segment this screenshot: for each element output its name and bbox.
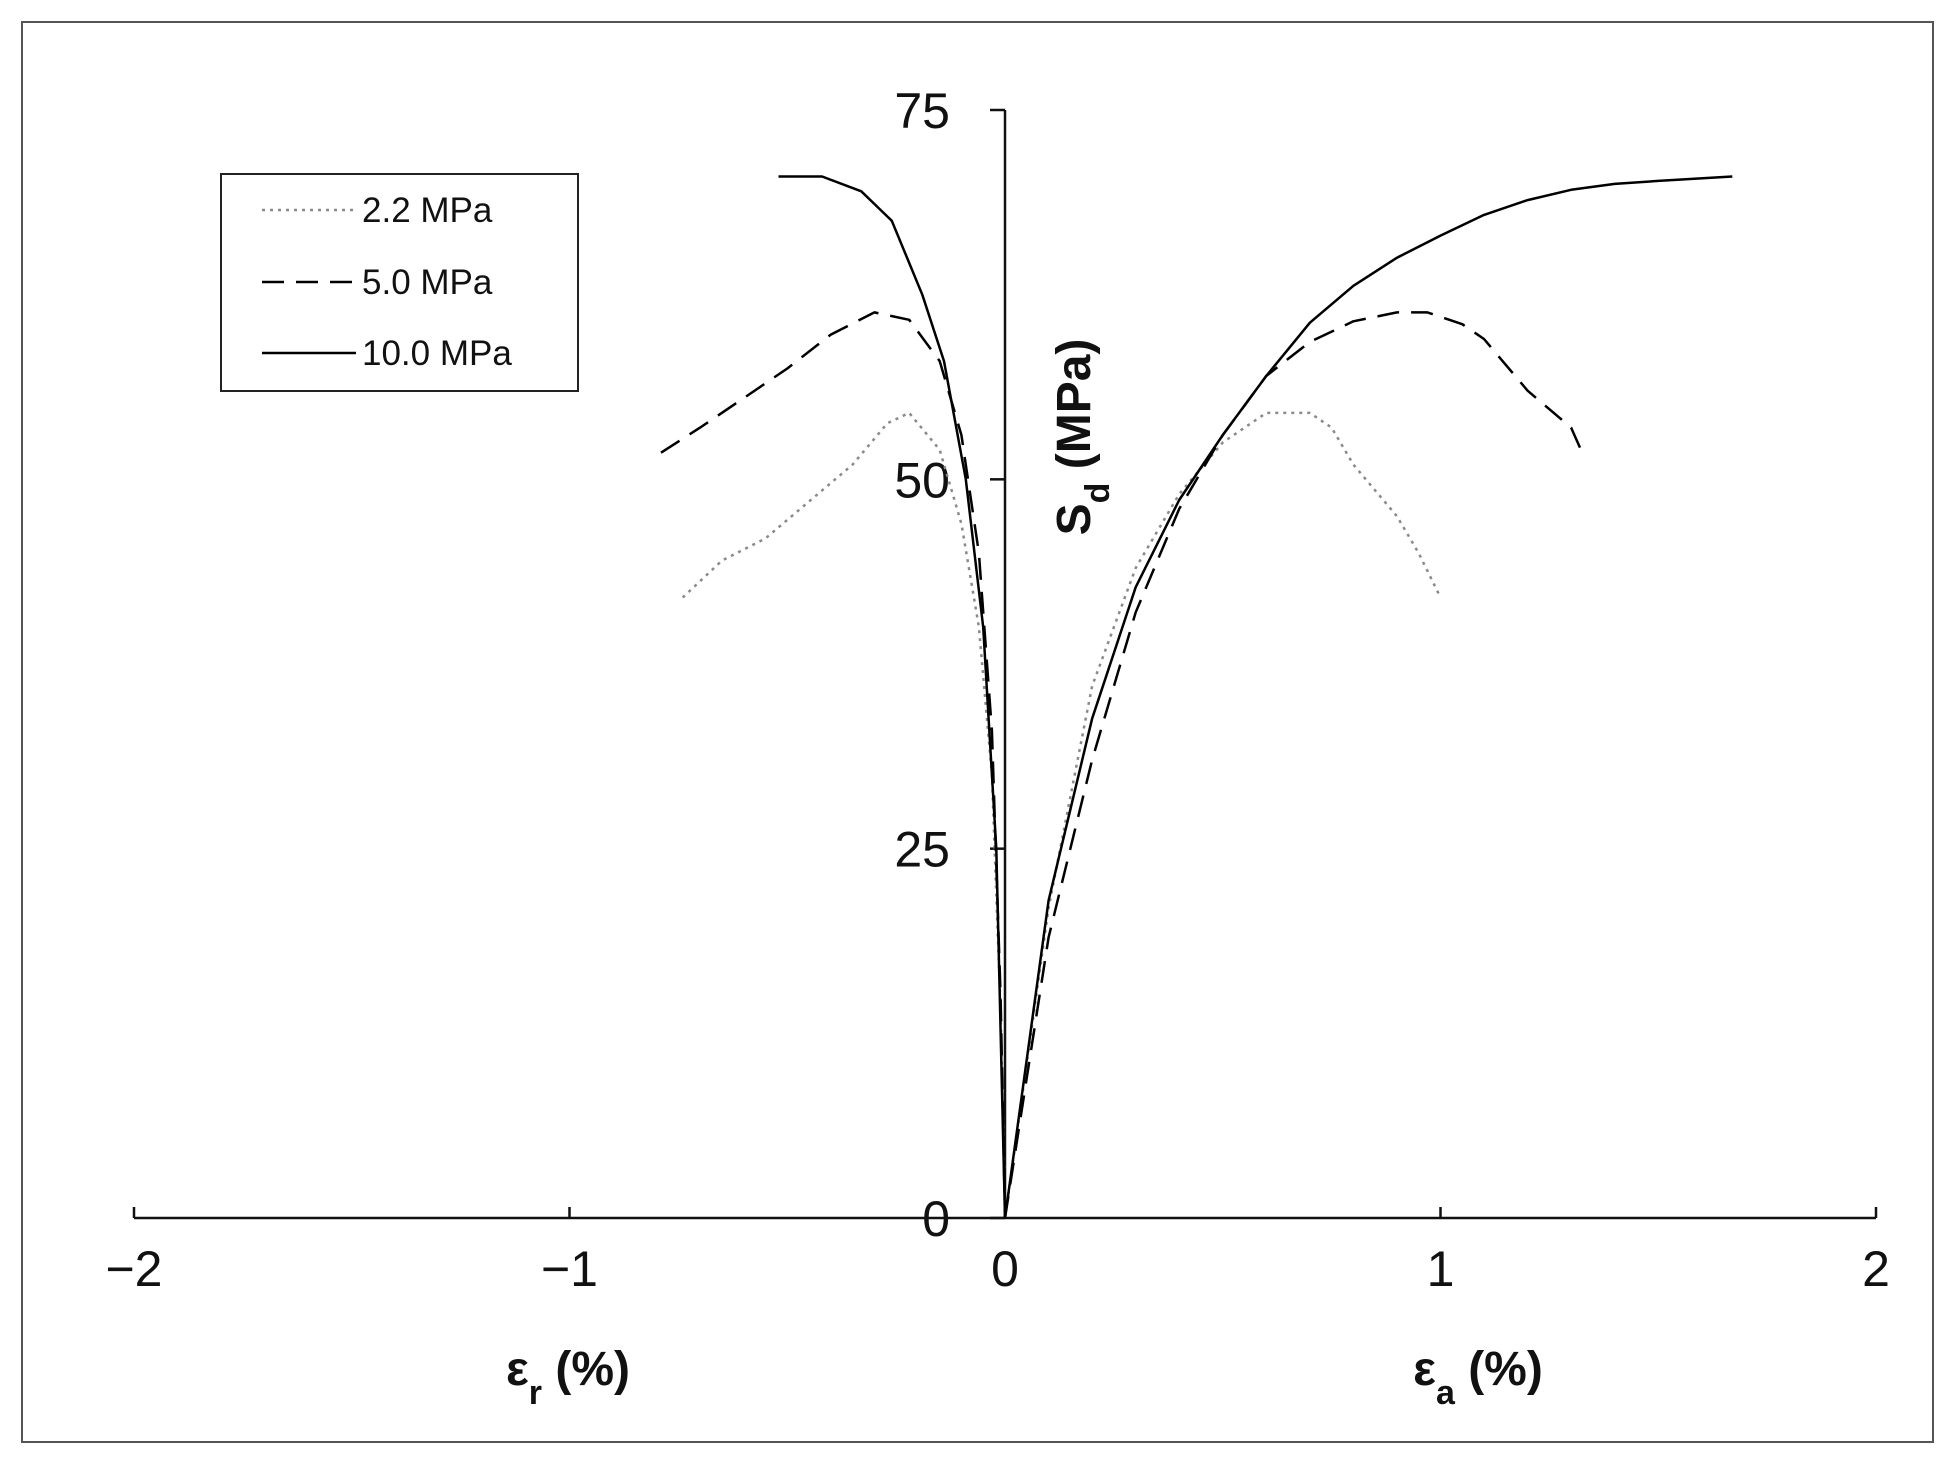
series-line: [778, 175, 1733, 1219]
y-label-sub: d: [1079, 483, 1117, 504]
legend-label: 10.0 MPa: [362, 334, 512, 373]
x-tick-label: −2: [105, 1241, 162, 1297]
legend-label: 2.2 MPa: [362, 191, 493, 230]
legend-label: 5.0 MPa: [362, 263, 493, 302]
x-label-right-rest: (%): [1455, 1343, 1543, 1396]
x-label-right-main: ε: [1413, 1343, 1436, 1396]
x-label-left-sub: r: [529, 1374, 542, 1412]
x-tick-label: 0: [991, 1241, 1019, 1297]
y-label-main: S: [1048, 503, 1101, 535]
y-tick-label: 25: [894, 822, 950, 878]
x-label-left-main: ε: [506, 1343, 529, 1396]
x-tick-label: −1: [541, 1241, 598, 1297]
y-tick-label: 75: [894, 83, 950, 139]
y-tick-label: 50: [894, 452, 950, 508]
x-label-left-rest: (%): [542, 1343, 630, 1396]
y-label-rest: (MPa): [1048, 339, 1101, 483]
y-tick-label: 0: [922, 1191, 950, 1247]
x-tick-label: 2: [1862, 1241, 1890, 1297]
x-tick-label: 1: [1427, 1241, 1455, 1297]
x-label-left: εr (%): [506, 1343, 630, 1412]
series-line: [660, 311, 1586, 1219]
x-label-right: εa (%): [1413, 1343, 1543, 1412]
y-label: Sd (MPa): [1048, 339, 1117, 536]
x-label-right-sub: a: [1436, 1374, 1456, 1412]
